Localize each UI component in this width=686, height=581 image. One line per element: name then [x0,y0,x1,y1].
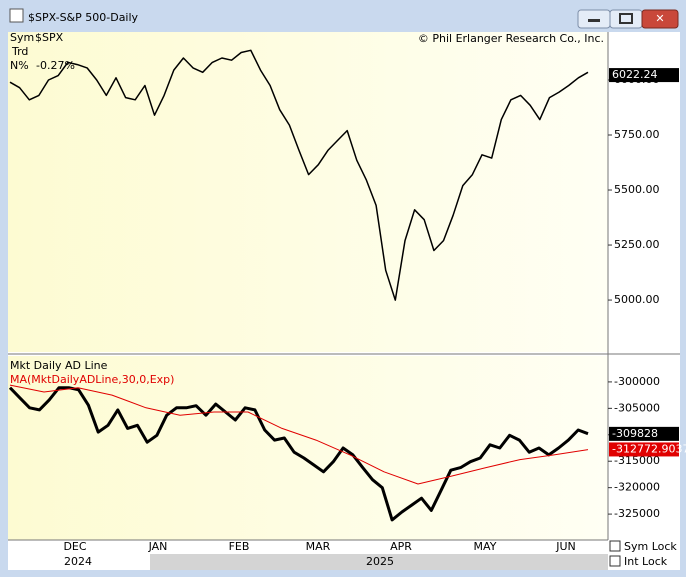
last-value-box [609,442,679,457]
year-cell [8,554,150,570]
series-line [8,386,589,522]
y-tick-label: -325000 [614,507,660,520]
sym-lock-checkbox[interactable] [609,540,621,552]
sym-label: Sym [10,31,34,44]
ad-panel [8,356,608,540]
y-tick-label: 5750.00 [614,128,660,141]
y-tick-label: 5250.00 [614,238,660,251]
sym-value: $SPX [35,31,64,44]
y-tick-label: -305000 [614,401,660,414]
last-value-box [609,426,679,441]
last-value-box [609,68,679,83]
legend-entry: Mkt Daily AD Line [10,359,108,372]
legend-entry: MA(MktDailyADLine,30,0,Exp) [10,373,174,386]
minimize-icon [588,19,600,22]
last-value-label: 6022.24 [612,68,658,81]
series-line [9,384,589,485]
maximize-icon [619,13,633,24]
copyright: © Phil Erlanger Research Co., Inc. [418,32,604,45]
close-icon: ✕ [655,12,664,25]
y-tick-label: -300000 [614,375,660,388]
app-icon [9,8,24,23]
close-button[interactable] [641,9,679,29]
last-value-label: -312772.9037 [612,442,686,455]
year-cell [150,554,608,570]
y-tick-label: -315000 [614,454,660,467]
y-tick-label: 5000.00 [614,293,660,306]
x-tick-label: MAY [474,540,497,553]
x-tick-label: FEB [229,540,250,553]
x-tick-label: JUN [555,540,576,553]
maximize-button[interactable] [609,9,643,29]
sym-lock-label[interactable]: Sym Lock [624,540,677,553]
int-lock-checkbox[interactable] [609,555,621,567]
series-line [9,49,589,301]
n-value: -0.27% [36,59,75,72]
x-tick-label: MAR [306,540,331,553]
n-label: N% [10,59,29,72]
y-tick-label: 5500.00 [614,183,660,196]
x-tick-label: DEC [63,540,86,553]
price-panel [8,32,608,352]
last-value-label: -309828 [612,427,658,440]
x-tick-label: APR [390,540,412,553]
window-title: $SPX-S&P 500-Daily [28,11,139,24]
year-label: 2024 [64,555,92,568]
trd-label: Trd [11,45,28,58]
x-tick-label: JAN [148,540,168,553]
y-tick-label: -320000 [614,481,660,494]
year-label: 2025 [366,555,394,568]
int-lock-label[interactable]: Int Lock [624,555,668,568]
